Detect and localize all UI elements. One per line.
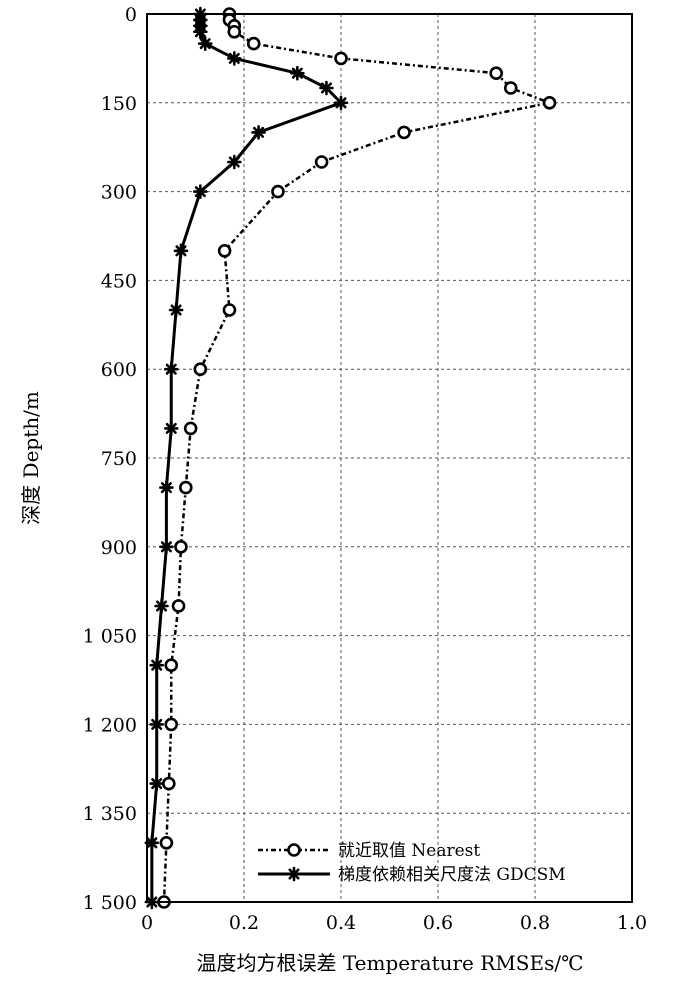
y-tick-label: 1 200	[83, 714, 137, 736]
plot-frame	[146, 13, 633, 903]
point-gdcsm	[193, 24, 208, 40]
y-tick-label: 150	[101, 93, 137, 115]
point-gdcsm	[149, 717, 164, 732]
legend-label-gdcsm: 梯度依赖相关尺度法 GDCSM	[338, 865, 566, 885]
point-nearest	[171, 599, 186, 613]
y-tick-label: 750	[101, 448, 137, 470]
point-nearest	[159, 835, 174, 850]
y-tick-label: 300	[101, 182, 137, 204]
point-gdcsm	[149, 776, 164, 791]
point-nearest	[183, 421, 198, 436]
point-nearest	[179, 480, 193, 495]
x-axis-label: 温度均方根误差 Temperature RMSEs/℃	[197, 951, 584, 975]
point-gdcsm	[290, 65, 305, 81]
series-line-gdcsm	[150, 14, 343, 902]
y-tick-label: 600	[101, 359, 137, 381]
point-nearest	[334, 51, 348, 66]
y-tick-label: 0	[125, 4, 137, 26]
x-tick-label: 0.6	[423, 912, 453, 934]
legend-label-nearest: 就近取值 Nearest	[338, 841, 480, 861]
point-nearest	[193, 362, 208, 377]
point-nearest	[162, 776, 176, 791]
grid-layer	[147, 14, 632, 902]
point-gdcsm	[197, 36, 213, 51]
legend-marker-nearest	[287, 843, 301, 857]
y-tick-label: 1 500	[83, 892, 137, 914]
point-gdcsm	[193, 184, 208, 199]
point-gdcsm	[168, 302, 184, 318]
x-tick-label: 0.2	[229, 912, 259, 934]
y-axis-label: 深度 Depth/m	[19, 391, 43, 525]
point-nearest	[164, 658, 179, 673]
point-gdcsm	[163, 361, 179, 377]
point-nearest	[489, 66, 504, 80]
point-gdcsm	[154, 598, 169, 614]
point-gdcsm	[163, 421, 179, 436]
point-nearest	[174, 539, 188, 554]
point-nearest	[222, 303, 237, 317]
point-gdcsm	[159, 480, 174, 495]
y-tick-label: 1 050	[83, 626, 137, 648]
point-gdcsm	[159, 539, 174, 555]
point-nearest	[217, 244, 232, 258]
point-gdcsm	[173, 243, 189, 259]
point-nearest	[542, 96, 557, 110]
point-gdcsm	[319, 80, 334, 96]
point-nearest	[164, 717, 179, 732]
y-tick-label: 450	[101, 270, 137, 292]
point-nearest	[314, 155, 329, 169]
point-nearest	[271, 184, 285, 199]
legend-marker-gdcsm	[286, 866, 302, 882]
tick-layer: 0 0.2 0.4 0.6 0.8 1.0 0 150 300 450 600 750 900 1 050…	[83, 4, 648, 934]
y-tick-label: 1 350	[83, 803, 137, 825]
x-tick-label: 0	[141, 912, 153, 934]
x-tick-label: 0.8	[520, 912, 550, 934]
point-gdcsm	[149, 657, 164, 673]
series-line-nearest	[162, 14, 551, 903]
point-gdcsm	[227, 154, 242, 170]
point-nearest	[246, 36, 261, 51]
x-tick-label: 1.0	[617, 912, 647, 934]
legend: 就近取值 Nearest 梯度依赖相关尺度法 GDCSM	[258, 841, 566, 885]
point-nearest	[227, 24, 242, 39]
point-gdcsm	[333, 95, 349, 111]
point-nearest	[397, 125, 411, 140]
point-gdcsm	[251, 125, 266, 140]
point-gdcsm	[227, 51, 242, 66]
point-nearest	[503, 81, 518, 95]
x-tick-label: 0.4	[326, 912, 356, 934]
y-tick-label: 900	[101, 537, 137, 559]
